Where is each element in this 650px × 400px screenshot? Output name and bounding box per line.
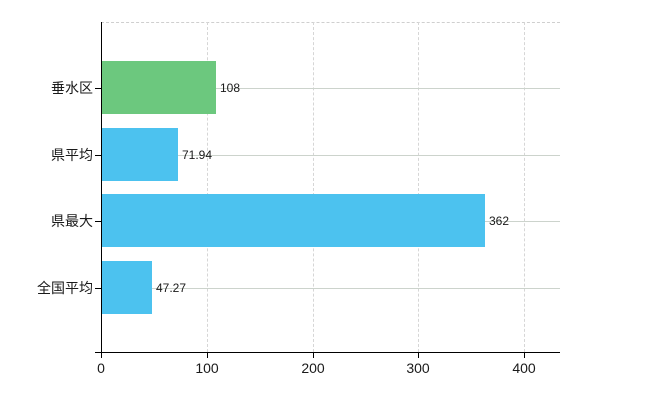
gridline-vertical — [207, 22, 208, 352]
bar-県最大 — [102, 194, 485, 247]
y-axis-tick — [95, 88, 101, 89]
bar-垂水区 — [102, 61, 216, 114]
category-label: 県最大 — [51, 213, 93, 229]
gridline-horizontal — [101, 155, 560, 156]
x-tick-label: 400 — [512, 360, 536, 376]
y-axis-tick — [95, 155, 101, 156]
bar-value-label: 71.94 — [182, 148, 213, 162]
x-tick-label: 0 — [97, 360, 105, 376]
category-label: 垂水区 — [51, 80, 93, 96]
y-axis-tick — [95, 221, 101, 222]
gridline-horizontal — [101, 88, 560, 89]
category-label: 全国平均 — [37, 280, 93, 296]
bar-value-label: 108 — [220, 81, 241, 95]
y-axis-line — [101, 22, 102, 353]
gridline-horizontal — [101, 288, 560, 289]
x-tick-label: 100 — [195, 360, 219, 376]
bar-全国平均 — [102, 261, 152, 314]
y-axis-tick — [95, 288, 101, 289]
x-axis-tick — [101, 352, 102, 358]
bar-県平均 — [102, 128, 178, 181]
x-axis-tick — [524, 352, 525, 358]
bar-value-label: 47.27 — [156, 281, 187, 295]
category-label: 県平均 — [51, 147, 93, 163]
gridline-vertical — [418, 22, 419, 352]
x-axis-line — [95, 352, 560, 353]
bar-value-label: 362 — [489, 214, 510, 228]
gridline-vertical — [313, 22, 314, 352]
x-axis-tick — [418, 352, 419, 358]
gridline-vertical — [524, 22, 525, 352]
x-tick-label: 200 — [301, 360, 325, 376]
x-axis-tick — [207, 352, 208, 358]
x-axis-tick — [313, 352, 314, 358]
x-tick-label: 300 — [406, 360, 430, 376]
gridline-top — [101, 22, 560, 23]
